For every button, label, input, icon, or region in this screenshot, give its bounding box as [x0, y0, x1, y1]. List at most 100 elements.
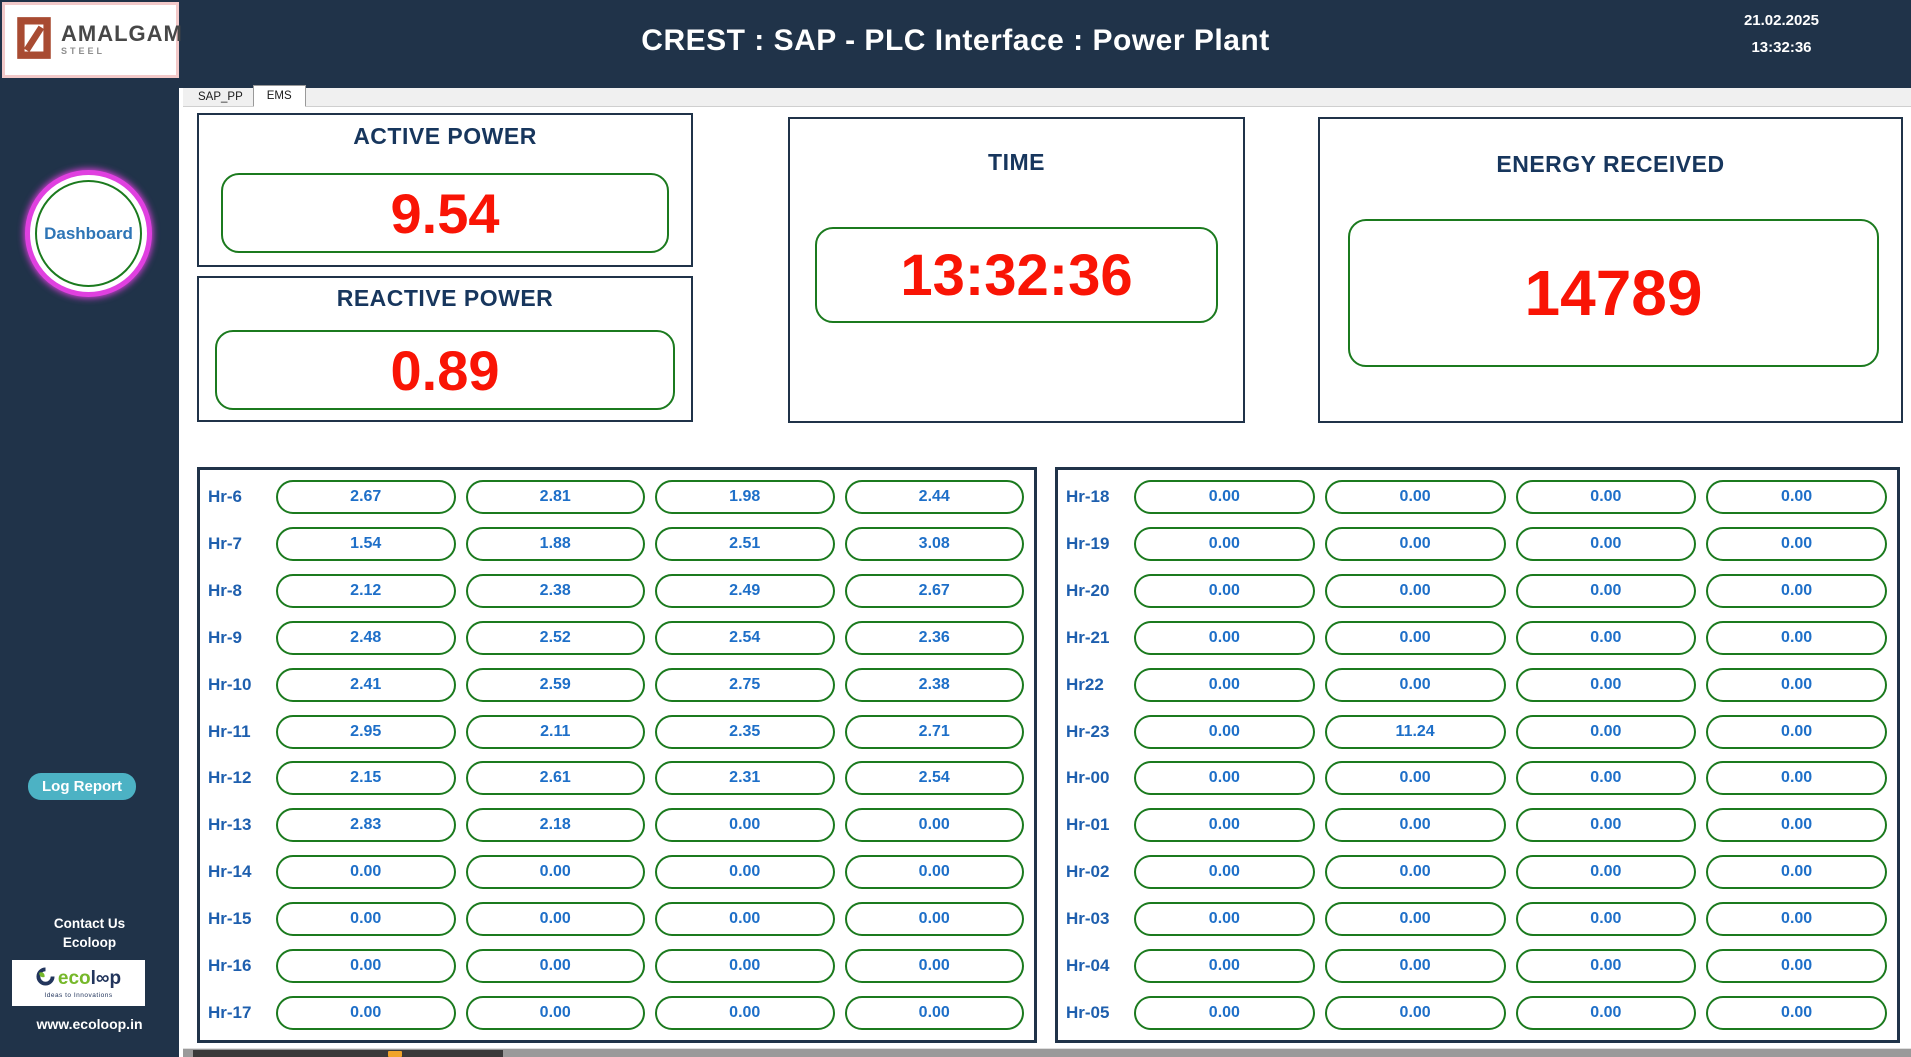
hour-value-box: 0.00: [1706, 995, 1887, 1030]
contact-block: Contact Us Ecoloop: [0, 914, 179, 952]
hour-label: Hr-8: [208, 581, 243, 601]
table-row: Hr-01 0.00 0.00 0.00 0.00: [1066, 808, 1887, 843]
hour-value-box: 0.00: [1324, 901, 1506, 936]
hour-value-box: 0.00: [1706, 527, 1887, 562]
energy-received-value-box: 14789: [1348, 219, 1879, 367]
table-row: Hr-6 2.67 2.81 1.98 2.44: [208, 480, 1024, 515]
contact-us-label: Contact Us: [53, 916, 126, 931]
hour-value-box: 0.00: [1324, 855, 1506, 890]
page-title: CREST : SAP - PLC Interface : Power Plan…: [641, 24, 1270, 57]
hour-label: Hr-20: [1066, 581, 1110, 601]
hour-label: Hr22: [1066, 674, 1104, 694]
hour-value-box: 0.00: [465, 948, 645, 983]
table-row: Hr-18 0.00 0.00 0.00 0.00: [1066, 480, 1887, 515]
hour-value-box: 0.00: [1324, 480, 1506, 515]
hour-value-box: 2.61: [465, 761, 645, 796]
ecoloop-word-eco: eco: [57, 968, 91, 989]
hour-value-box: 2.44: [844, 480, 1024, 515]
datetime-display: 21.02.2025 13:32:36: [1694, 12, 1869, 56]
time-value: 13:32:36: [900, 242, 1133, 308]
hour-value-box: 0.00: [1706, 667, 1887, 702]
hour-value-box: 0.00: [1324, 527, 1506, 562]
hour-value-box: 0.00: [1134, 808, 1315, 843]
dashboard-button-label: Dashboard: [44, 223, 133, 243]
hour-value-box: 0.00: [1706, 714, 1887, 749]
hour-value-box: 2.36: [844, 620, 1024, 655]
hour-label: Hr-13: [208, 815, 252, 835]
hour-value-box: 0.00: [1515, 995, 1697, 1030]
reactive-power-title: REACTIVE POWER: [336, 285, 554, 311]
hour-value-box: 0.00: [1134, 527, 1315, 562]
table-row: Hr-10 2.41 2.59 2.75 2.38: [208, 667, 1024, 702]
hour-value-box: 0.00: [1706, 948, 1887, 983]
hour-label: Hr-19: [1066, 534, 1110, 554]
hour-value-box: 2.49: [655, 574, 835, 609]
table-row: Hr-8 2.12 2.38 2.49 2.67: [208, 574, 1024, 609]
hour-value-box: 11.24: [1324, 714, 1506, 749]
hour-label: Hr-18: [1066, 487, 1110, 507]
hour-value-box: 0.00: [465, 855, 645, 890]
reactive-power-value-box: 0.89: [215, 330, 675, 410]
hour-label: Hr-04: [1066, 955, 1110, 975]
hour-value-box: 2.35: [655, 714, 835, 749]
log-report-button[interactable]: Log Report: [28, 773, 136, 800]
hour-value-box: 2.38: [844, 667, 1024, 702]
taskbar-icon[interactable]: [388, 1051, 402, 1057]
hour-value-box: 0.00: [844, 901, 1024, 936]
hour-value-box: 0.00: [1134, 620, 1315, 655]
amalgam-logo-icon: [16, 15, 52, 66]
hour-label: Hr-7: [208, 534, 243, 554]
reactive-power-value: 0.89: [390, 338, 500, 402]
hour-value-box: 2.11: [465, 714, 645, 749]
energy-received-value: 14789: [1524, 257, 1703, 329]
date-label: 21.02.2025: [1743, 12, 1820, 29]
hour-value-box: 0.00: [1706, 761, 1887, 796]
hour-value-box: 0.00: [1515, 714, 1697, 749]
hour-value-box: 0.00: [844, 855, 1024, 890]
tab-ems[interactable]: EMS: [252, 85, 306, 107]
table-row: Hr-04 0.00 0.00 0.00 0.00: [1066, 948, 1887, 983]
hour-value-box: 0.00: [1134, 667, 1315, 702]
hour-value-box: 0.00: [1324, 667, 1506, 702]
table-row: Hr-13 2.83 2.18 0.00 0.00: [208, 808, 1024, 843]
hour-value-box: 0.00: [276, 948, 456, 983]
dashboard-button[interactable]: Dashboard: [25, 170, 152, 297]
hour-value-box: 0.00: [1324, 761, 1506, 796]
table-row: Hr-21 0.00 0.00 0.00 0.00: [1066, 620, 1887, 655]
hour-label: Hr-02: [1066, 862, 1110, 882]
website-label: www.ecoloop.in: [36, 1016, 143, 1032]
table-row: Hr-11 2.95 2.11 2.35 2.71: [208, 714, 1024, 749]
table-row: Hr-05 0.00 0.00 0.00 0.00: [1066, 995, 1887, 1030]
hour-value-box: 0.00: [655, 855, 835, 890]
hour-value-box: 0.00: [1515, 620, 1697, 655]
hour-value-box: 0.00: [1515, 855, 1697, 890]
taskbar-item[interactable]: [193, 1050, 503, 1057]
brand-name: AMALGAM: [61, 21, 183, 46]
hour-value-box: 0.00: [276, 855, 456, 890]
hour-value-box: 0.00: [1324, 620, 1506, 655]
hour-value-box: 0.00: [1515, 480, 1697, 515]
hour-value-box: 1.88: [465, 527, 645, 562]
table-row: Hr-15 0.00 0.00 0.00 0.00: [208, 901, 1024, 936]
hour-label: Hr-9: [208, 627, 243, 647]
table-row: Hr-9 2.48 2.52 2.54 2.36: [208, 620, 1024, 655]
sidebar: Dashboard Log Report Contact Us Ecoloop …: [0, 78, 179, 1057]
tab-sap-pp[interactable]: SAP_PP: [198, 91, 243, 103]
hourly-table-left: Hr-6 2.67 2.81 1.98 2.44 Hr-7 1.54 1.88 2.51 3.08…: [197, 467, 1037, 1043]
hour-value-box: 2.81: [465, 480, 645, 515]
hourly-table-right: Hr-18 0.00 0.00 0.00 0.00 Hr-19 0.00 0.00 0.00 0.…: [1055, 467, 1900, 1043]
time-panel: TIME 13:32:36: [788, 117, 1245, 423]
hour-value-box: 2.67: [844, 574, 1024, 609]
table-row: Hr-16 0.00 0.00 0.00 0.00: [208, 948, 1024, 983]
hour-value-box: 0.00: [844, 808, 1024, 843]
hour-value-box: 0.00: [1515, 527, 1697, 562]
hour-value-box: 2.54: [655, 620, 835, 655]
hour-value-box: 0.00: [1324, 995, 1506, 1030]
taskbar-strip: [183, 1048, 1911, 1057]
hour-value-box: 0.00: [1706, 808, 1887, 843]
hour-value-box: 2.18: [465, 808, 645, 843]
hour-label: Hr-01: [1066, 815, 1110, 835]
hour-value-box: 0.00: [844, 948, 1024, 983]
hour-value-box: 2.59: [465, 667, 645, 702]
hour-value-box: 0.00: [1324, 574, 1506, 609]
